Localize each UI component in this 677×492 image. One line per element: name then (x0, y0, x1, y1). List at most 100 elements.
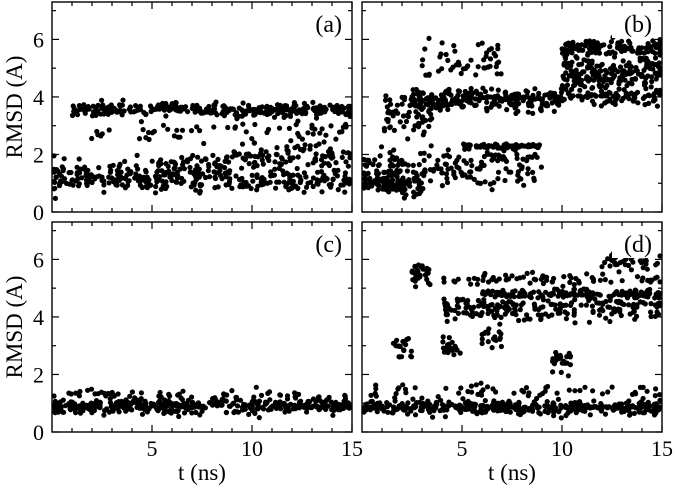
data-point (145, 129, 152, 136)
data-point (610, 64, 616, 70)
y-tick-label: 6 (33, 27, 44, 52)
data-point (562, 76, 568, 82)
data-point (248, 185, 254, 192)
data-point (499, 399, 505, 405)
data-point (83, 177, 90, 183)
data-point (333, 160, 339, 166)
data-point (501, 144, 507, 150)
data-point (223, 174, 229, 180)
data-point (187, 164, 193, 171)
data-point (224, 154, 230, 160)
data-point (80, 401, 86, 407)
data-point (522, 143, 528, 149)
data-point (374, 400, 380, 406)
data-point (528, 291, 534, 297)
data-point (530, 169, 536, 175)
data-point (143, 400, 149, 406)
data-point (636, 408, 642, 414)
data-point (633, 65, 639, 71)
data-point (211, 124, 217, 130)
data-point (57, 171, 63, 177)
data-point (346, 103, 352, 109)
data-point (441, 403, 447, 409)
data-point (511, 404, 518, 410)
data-point (623, 93, 630, 99)
data-point (408, 353, 414, 359)
data-point (486, 405, 492, 411)
data-point (392, 395, 398, 401)
data-point (295, 154, 301, 160)
data-point (193, 187, 199, 193)
data-point (582, 384, 588, 390)
data-point (203, 156, 209, 162)
data-point (93, 110, 99, 116)
data-point (192, 109, 198, 115)
data-point (492, 334, 498, 340)
data-point (325, 161, 331, 167)
data-point (239, 175, 245, 182)
data-point (492, 314, 498, 321)
data-point (652, 275, 659, 281)
data-point (448, 100, 454, 106)
data-point (65, 402, 71, 408)
data-point (596, 312, 603, 318)
data-point (530, 94, 536, 100)
data-point (273, 185, 279, 191)
data-point (286, 125, 292, 131)
data-point (202, 405, 208, 411)
data-point (249, 136, 255, 142)
data-point (137, 173, 143, 179)
data-point (471, 176, 477, 182)
data-point (68, 391, 74, 397)
data-point (223, 398, 229, 404)
data-point (454, 303, 460, 309)
data-point (622, 69, 628, 75)
data-point (605, 389, 611, 395)
data-point (189, 394, 195, 400)
data-point (427, 167, 433, 173)
data-point (561, 274, 567, 280)
data-point (223, 182, 229, 188)
data-point (650, 38, 656, 44)
data-point (477, 409, 483, 415)
data-point (589, 85, 595, 91)
data-point (71, 105, 77, 112)
data-point (167, 174, 173, 180)
panel-tag-background (612, 230, 656, 258)
data-point (568, 95, 574, 101)
data-point (632, 316, 638, 322)
data-point (607, 44, 613, 50)
data-point (413, 400, 420, 406)
data-point (506, 292, 512, 299)
data-point (233, 110, 239, 116)
x-axis-label: t (ns) (178, 460, 226, 485)
data-point (654, 103, 661, 109)
data-point (283, 112, 289, 119)
data-point (328, 399, 334, 405)
data-point (493, 278, 499, 284)
data-point (480, 291, 486, 297)
data-point (94, 174, 100, 180)
data-point (648, 309, 654, 315)
data-point (319, 189, 325, 195)
data-point (171, 166, 177, 172)
data-point (494, 142, 500, 148)
data-point (119, 102, 125, 108)
data-point (564, 354, 570, 360)
data-point (630, 309, 636, 315)
data-point (161, 172, 167, 178)
data-point (313, 398, 319, 404)
data-point (554, 390, 560, 396)
data-point (638, 71, 644, 78)
data-point (390, 109, 396, 115)
data-point (549, 301, 555, 307)
data-point (474, 144, 480, 150)
data-point (342, 189, 348, 195)
data-point (197, 188, 203, 194)
data-point (582, 84, 588, 90)
data-point (485, 288, 491, 294)
data-point (494, 291, 500, 297)
data-point (179, 127, 186, 133)
data-point (326, 182, 332, 188)
data-point (488, 143, 494, 149)
